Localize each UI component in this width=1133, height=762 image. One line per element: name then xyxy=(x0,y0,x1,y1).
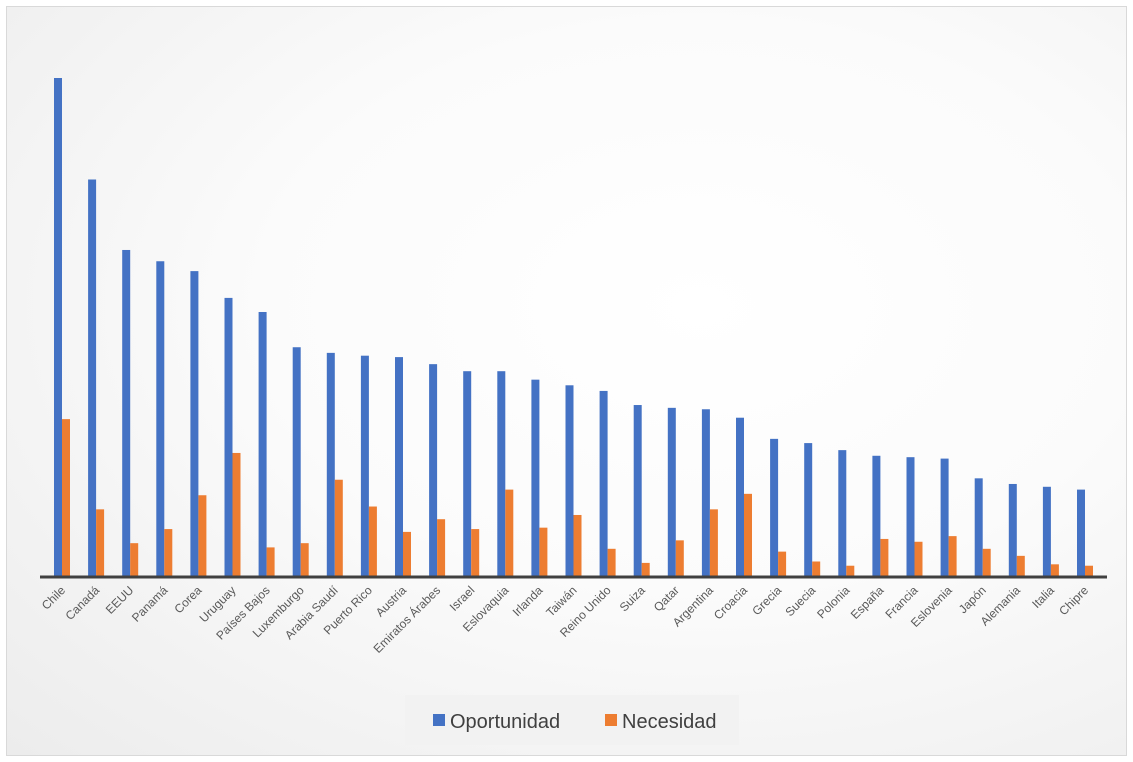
x-tick-label-croacia: Croacia xyxy=(711,583,750,622)
x-tick-label-espana: España xyxy=(848,583,887,622)
x-tick-label-polonia: Polonia xyxy=(814,583,852,621)
legend: Oportunidad Necesidad xyxy=(433,711,717,733)
bar-oportunidad-israel xyxy=(463,371,472,577)
bar-oportunidad-irlanda xyxy=(531,379,540,577)
bar-necesidad-luxemburgo xyxy=(300,543,309,577)
bar-necesidad-polonia xyxy=(846,565,855,577)
bar-oportunidad-chipre xyxy=(1077,489,1085,577)
x-tick-label-chile: Chile xyxy=(39,583,68,612)
bar-necesidad-austria xyxy=(403,531,411,577)
bar-oportunidad-canada xyxy=(88,179,97,578)
legend-swatch-necesidad xyxy=(605,714,617,726)
bar-necesidad-canada xyxy=(96,509,105,577)
bar-oportunidad-panama xyxy=(156,261,165,577)
bar-oportunidad-japon xyxy=(974,478,983,577)
x-tick-label-suiza: Suiza xyxy=(617,583,648,614)
bar-oportunidad-paises-bajos xyxy=(258,311,267,577)
bar-oportunidad-francia xyxy=(906,457,915,577)
x-tick-label-grecia: Grecia xyxy=(749,583,784,618)
x-tick-label-canada: Canadá xyxy=(63,583,103,623)
bar-oportunidad-emiratos-arabes xyxy=(429,364,438,577)
bar-oportunidad-austria xyxy=(395,357,403,577)
bar-necesidad-qatar xyxy=(675,540,684,577)
x-tick-label-chipre: Chipre xyxy=(1056,583,1091,618)
bar-necesidad-suiza xyxy=(641,562,650,577)
bar-necesidad-reino-unido xyxy=(607,548,616,577)
bar-necesidad-irlanda xyxy=(539,527,548,577)
bar-necesidad-corea xyxy=(198,495,207,577)
bar-necesidad-puerto-rico xyxy=(368,506,377,577)
bar-oportunidad-luxemburgo xyxy=(292,347,301,577)
bar-necesidad-espana xyxy=(880,538,889,577)
bar-oportunidad-qatar xyxy=(667,407,676,577)
bar-necesidad-japon xyxy=(982,548,991,577)
bar-oportunidad-eslovaquia xyxy=(497,371,506,577)
bar-necesidad-israel xyxy=(471,529,480,577)
bar-oportunidad-uruguay xyxy=(224,297,233,577)
bar-necesidad-taiwan xyxy=(573,514,582,577)
bar-necesidad-panama xyxy=(164,529,173,577)
bar-necesidad-eslovenia xyxy=(948,536,957,577)
bar-oportunidad-eeuu xyxy=(122,249,131,578)
x-tick-label-qatar: Qatar xyxy=(651,583,682,614)
bar-oportunidad-italia xyxy=(1042,486,1051,577)
bar-oportunidad-eslovenia xyxy=(940,458,949,577)
bar-necesidad-eslovaquia xyxy=(505,489,514,577)
x-tick-label-panama: Panamá xyxy=(129,583,171,625)
bar-necesidad-emiratos-arabes xyxy=(437,519,446,577)
bar-oportunidad-suiza xyxy=(633,405,642,577)
x-tick-label-israel: Israel xyxy=(447,583,478,614)
bar-necesidad-uruguay xyxy=(232,452,241,577)
bar-necesidad-eeuu xyxy=(130,543,139,577)
bar-oportunidad-chile xyxy=(54,78,62,577)
x-tick-label-italia: Italia xyxy=(1029,583,1057,611)
bar-necesidad-argentina xyxy=(709,509,718,577)
bar-oportunidad-arabia-saudi xyxy=(326,352,335,577)
x-tick-label-irlanda: Irlanda xyxy=(510,583,546,619)
bar-oportunidad-taiwan xyxy=(565,385,574,577)
legend-label-necesidad: Necesidad xyxy=(622,711,717,733)
legend-box xyxy=(405,695,739,745)
bars-group xyxy=(54,78,1093,578)
bar-necesidad-suecia xyxy=(812,561,821,577)
x-tick-label-suecia: Suecia xyxy=(782,583,818,619)
bar-necesidad-arabia-saudi xyxy=(334,479,343,577)
bar-necesidad-francia xyxy=(914,541,923,577)
bar-oportunidad-puerto-rico xyxy=(360,355,369,577)
bar-oportunidad-polonia xyxy=(838,450,847,577)
bar-oportunidad-suecia xyxy=(804,443,813,577)
bar-necesidad-alemania xyxy=(1016,555,1025,577)
legend-swatch-oportunidad xyxy=(433,714,445,726)
bar-oportunidad-alemania xyxy=(1008,483,1017,577)
bar-necesidad-chipre xyxy=(1085,565,1093,577)
bar-oportunidad-argentina xyxy=(701,409,710,577)
bar-necesidad-italia xyxy=(1050,564,1059,577)
bar-necesidad-paises-bajos xyxy=(266,547,275,577)
bar-necesidad-croacia xyxy=(744,493,752,577)
bar-oportunidad-croacia xyxy=(736,417,744,577)
legend-label-oportunidad: Oportunidad xyxy=(450,711,560,733)
bar-necesidad-chile xyxy=(62,419,70,577)
bar-oportunidad-grecia xyxy=(770,438,779,577)
bar-oportunidad-espana xyxy=(872,455,881,577)
bar-necesidad-grecia xyxy=(778,551,787,577)
bar-oportunidad-reino-unido xyxy=(599,390,608,577)
bar-oportunidad-corea xyxy=(190,271,199,577)
